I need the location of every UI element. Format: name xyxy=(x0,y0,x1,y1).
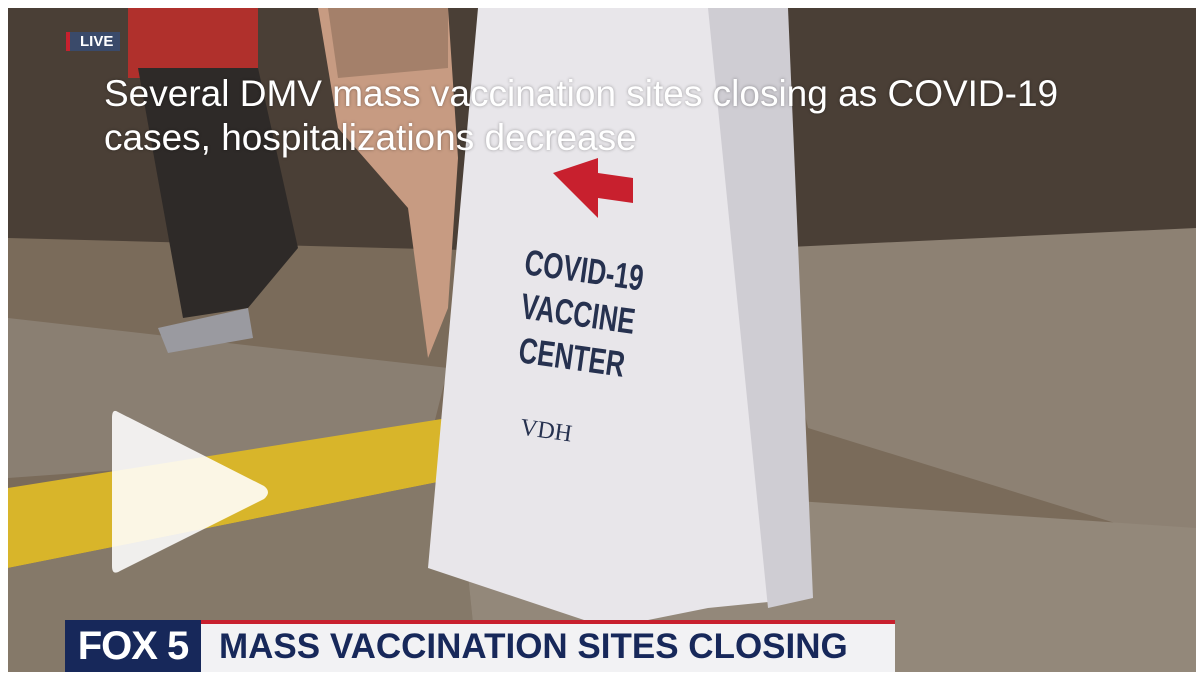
video-player[interactable]: LIVE Several DMV mass vaccination sites … xyxy=(8,8,1196,672)
play-button[interactable] xyxy=(104,404,274,579)
sign-title: COVID-19 VACCINE CENTER xyxy=(498,239,659,390)
headline: Several DMV mass vaccination sites closi… xyxy=(104,72,1064,160)
live-badge: LIVE xyxy=(66,32,120,51)
page: {"player": {"live_badge": "LIVE", "headl… xyxy=(0,0,1202,676)
channel-logo: FOX 5 xyxy=(65,620,201,672)
chyron: MASS VACCINATION SITES CLOSING xyxy=(201,620,895,672)
play-icon[interactable] xyxy=(112,411,268,573)
